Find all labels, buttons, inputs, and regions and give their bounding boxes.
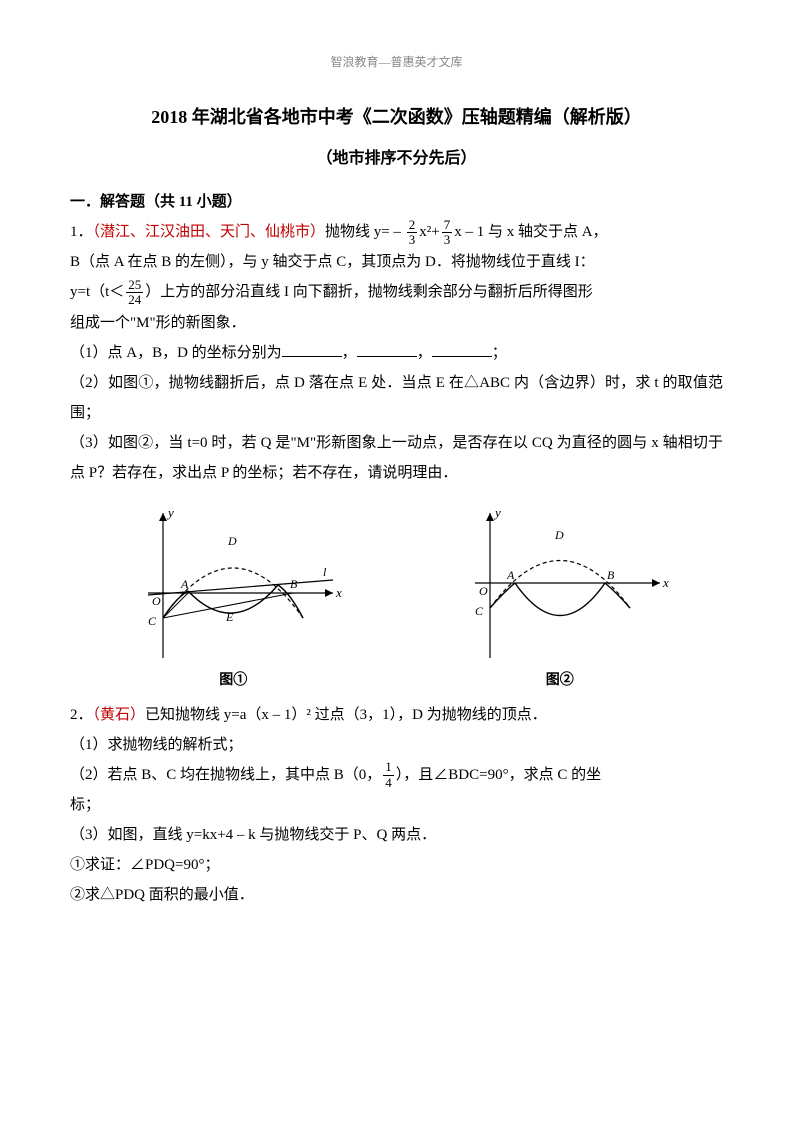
diagram-1: O x y D l A B C E 图① <box>118 503 348 695</box>
svg-text:C: C <box>148 614 157 628</box>
q2-line1: 2．（黄石）已知抛物线 y=a（x – 1）² 过点（3，1），D 为抛物线的顶… <box>70 700 723 730</box>
q1-part3: （3）如图②，当 t=0 时，若 Q 是"M"形新图象上一动点，是否存在以 CQ… <box>70 428 723 488</box>
section-header: 一．解答题（共 11 小题） <box>70 187 723 217</box>
svg-text:A: A <box>506 568 515 582</box>
document-subtitle: （地市排序不分先后） <box>70 143 723 175</box>
q1-intro-b: x²+ <box>419 224 439 240</box>
page-header: 智浪教育—普惠英才文库 <box>70 50 723 74</box>
svg-text:D: D <box>227 534 237 548</box>
frac-7-3: 73 <box>442 218 453 248</box>
q2-part3-2: ②求△PDQ 面积的最小值． <box>70 880 723 910</box>
svg-text:x: x <box>335 585 342 600</box>
svg-text:B: B <box>290 577 298 591</box>
q1-line4: 组成一个"M"形的新图象． <box>70 308 723 338</box>
q2-part2: （2）若点 B、C 均在抛物线上，其中点 B（0，14），且∠BDC=90°，求… <box>70 760 723 790</box>
q1-line3b: ）上方的部分沿直线 I 向下翻折，抛物线剩余部分与翻折后所得图形 <box>145 284 593 300</box>
svg-text:A: A <box>180 577 189 591</box>
q2-city: （黄石） <box>93 707 146 723</box>
document-title: 2018 年湖北省各地市中考《二次函数》压轴题精编（解析版） <box>70 99 723 135</box>
q1-intro-c: x – 1 与 x 轴交于点 A， <box>454 224 607 240</box>
q1-number: 1． <box>70 224 93 240</box>
frac-1-4: 14 <box>383 760 394 790</box>
svg-text:B: B <box>607 568 615 582</box>
svg-text:O: O <box>152 594 161 608</box>
diagrams-row: O x y D l A B C E 图① <box>70 503 723 695</box>
q1-intro-a: 抛物线 y= – <box>325 224 405 240</box>
frac-2-3: 23 <box>407 218 418 248</box>
q1-part1: （1）点 A，B，D 的坐标分别为，，； <box>70 338 723 368</box>
q2-part3-1: ①求证：∠PDQ=90°； <box>70 850 723 880</box>
svg-text:E: E <box>225 610 234 624</box>
svg-text:O: O <box>479 584 488 598</box>
q1-line2: B（点 A 在点 B 的左侧），与 y 轴交于点 C，其顶点为 D．将抛物线位于… <box>70 247 723 277</box>
q1-line3: y=t（t＜2524）上方的部分沿直线 I 向下翻折，抛物线剩余部分与翻折后所得… <box>70 277 723 307</box>
svg-text:y: y <box>166 505 174 520</box>
diagram-2: O x y D A B C 图② <box>445 503 675 695</box>
q2-part2-end: 标； <box>70 790 723 820</box>
svg-text:D: D <box>554 528 564 542</box>
diagram-1-label: 图① <box>219 667 247 695</box>
diagram-2-label: 图② <box>546 667 574 695</box>
svg-text:y: y <box>493 505 501 520</box>
svg-text:C: C <box>475 604 484 618</box>
frac-25-24: 2524 <box>126 278 143 308</box>
svg-text:l: l <box>323 565 327 579</box>
q2-number: 2． <box>70 707 93 723</box>
q2-part1: （1）求抛物线的解析式； <box>70 730 723 760</box>
q2-intro: 已知抛物线 y=a（x – 1）² 过点（3，1），D 为抛物线的顶点． <box>145 707 547 723</box>
q1-part2: （2）如图①，抛物线翻折后，点 D 落在点 E 处．当点 E 在△ABC 内（含… <box>70 368 723 428</box>
q1-line3a: y=t（t＜ <box>70 284 124 300</box>
q1-cities: （潜江、江汉油田、天门、仙桃市） <box>93 224 326 240</box>
svg-text:x: x <box>662 575 669 590</box>
q1-line1: 1．（潜江、江汉油田、天门、仙桃市）抛物线 y= – 23x²+73x – 1 … <box>70 217 723 247</box>
q2-part3: （3）如图，直线 y=kx+4 – k 与抛物线交于 P、Q 两点． <box>70 820 723 850</box>
